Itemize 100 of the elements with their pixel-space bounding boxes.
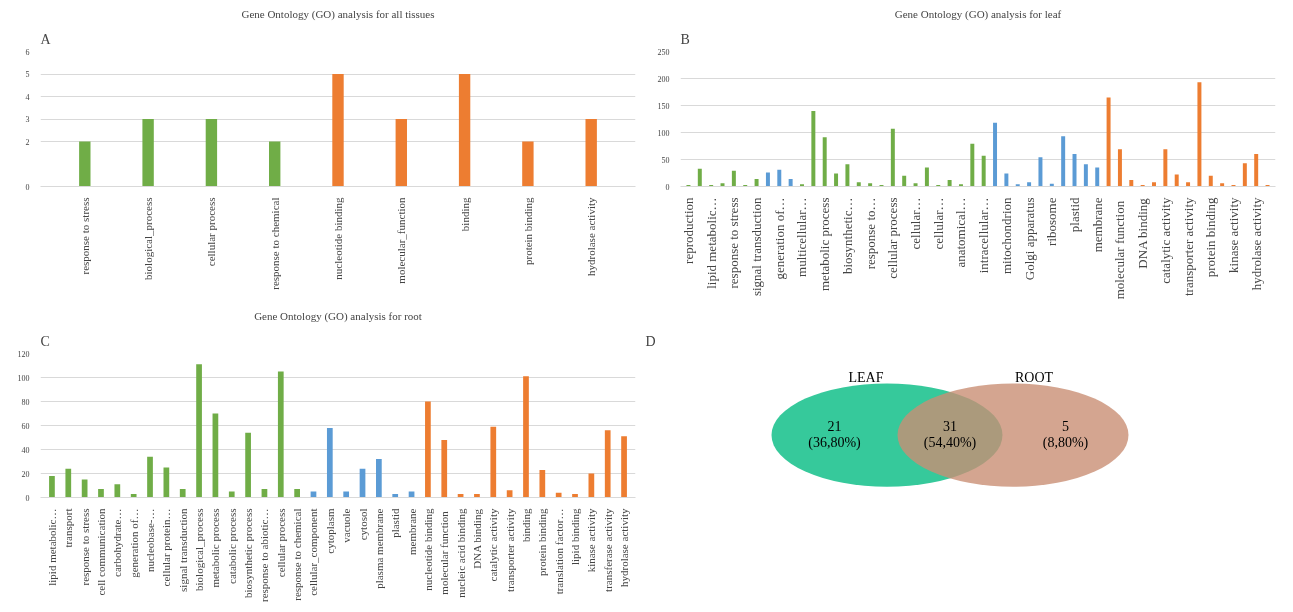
x-tick-label: binding [458,197,471,232]
data-label: 21 [827,418,842,434]
x-tick-label: response to stress [78,508,91,586]
x-tick-label: catabolic process [225,508,238,584]
x-tick-label: kinase activity [585,508,598,573]
text: C [40,333,50,349]
x-tick-label: hydrolase activity [618,508,631,587]
x-tick-label: lipid metabolic… [703,197,719,289]
x-tick-label: molecular function [1112,200,1128,300]
x-tick-label: plastid [389,508,402,538]
x-tick-label: protein binding [521,197,534,266]
x-tick-label: plasma membrane [372,508,385,589]
x-tick-label: biological_process [142,197,155,280]
y-tick-label: 120 [17,349,30,359]
x-tick-label: biological_process [193,508,206,591]
x-tick-label: cytoplasm [323,508,336,554]
data-label: 5 [1062,418,1069,434]
category-label: ROOT [1014,370,1054,385]
x-tick-label: protein binding [536,508,549,577]
y-tick-label: 200 [657,74,670,84]
x-tick-label: membrane [405,508,418,555]
y-tick-label: 20 [21,469,30,479]
x-tick-label: biosynthetic process [242,508,255,599]
x-tick-label: kinase activity [1225,197,1241,273]
y-tick-label: 150 [657,101,670,111]
x-tick-label: nucleobase-… [144,508,157,573]
y-tick-label: 6 [25,47,30,57]
text: (54,40%) [923,434,977,451]
x-tick-label: biosynthetic… [839,197,855,275]
y-tick-label: 250 [657,47,670,57]
x-tick-label: response to abiotic… [258,508,271,602]
y-tick-label: 60 [21,421,30,431]
x-tick-label: transport [62,508,75,548]
x-tick-label: response to chemical [291,508,304,601]
x-tick-label: cellular process [885,197,901,279]
y-tick-label: 50 [661,155,670,165]
y-tick-label: 100 [17,373,30,383]
x-tick-label: generation of… [771,197,787,280]
x-tick-label: lipid metabolic… [45,508,58,586]
text: B [680,31,690,47]
x-tick-label: intracellular… [976,197,992,274]
x-tick-label: response to stress [726,197,742,289]
x-tick-label: response to… [862,197,878,270]
y-tick-label: 3 [25,115,30,124]
x-tick-label: hydrolase activity [1248,197,1264,291]
x-tick-label: multicellular… [794,197,810,277]
x-tick-label: mitochondrion [998,197,1014,275]
y-tick-label: 4 [25,92,30,102]
x-tick-label: signal transduction [749,197,765,297]
x-tick-label: molecular_function [395,197,408,284]
text: (36,80%) [808,434,862,451]
y-tick-label: 80 [21,397,30,407]
x-tick-label: metabolic process [209,508,222,588]
x-tick-label: hydrolase activity [585,197,598,276]
x-tick-label: signal transduction [176,508,189,592]
x-tick-label: cellular process [205,197,218,267]
x-tick-label: anatomical… [953,197,969,268]
x-tick-label: reproduction [680,197,696,264]
y-tick-label: 40 [21,445,30,455]
y-tick-label: 2 [25,137,30,147]
chart-title: Gene Ontology (GO) analysis for root [254,309,422,323]
y-tick-label: 0 [25,182,30,192]
x-tick-label: translation factor… [552,508,565,595]
chart-title: Gene Ontology (GO) analysis for leaf [894,7,1062,21]
x-tick-label: carbohydrate… [111,508,124,577]
x-tick-label: generation of… [127,508,140,578]
chart-title: Gene Ontology (GO) analysis for all tissues [241,7,435,21]
x-tick-label: cellular… [930,197,946,250]
x-tick-label: cellular_component [307,508,320,596]
y-tick-label: 0 [25,493,30,503]
x-tick-label: lipid binding [569,508,582,566]
x-tick-label: cell communication [94,508,107,596]
x-tick-label: binding [519,508,532,543]
x-tick-label: transporter activity [1180,197,1196,297]
x-tick-label: cytosol [356,508,369,541]
text: D [645,333,656,349]
y-tick-label: 0 [665,182,670,192]
x-tick-label: membrane [1089,197,1105,253]
x-tick-label: metabolic process [817,197,833,291]
x-tick-label: protein binding [1203,197,1219,278]
x-tick-label: nucleotide binding [332,197,344,280]
x-tick-label: response to stress [78,197,91,275]
category-label: LEAF [848,370,884,385]
x-tick-label: transporter activity [503,508,516,592]
x-tick-label: nucleotide binding [421,508,434,591]
y-tick-label: 100 [657,128,670,138]
x-tick-label: plastid [1067,197,1083,233]
x-tick-label: nucleic acid binding [454,508,467,598]
text: A [40,31,52,47]
x-tick-label: cellular… [908,197,924,250]
x-tick-label: catalytic activity [1157,197,1173,284]
x-tick-label: vacuole [340,508,353,543]
x-tick-label: catalytic activity [487,508,500,582]
data-label: 31 [943,418,957,434]
x-tick-label: DNA binding [1135,197,1151,269]
x-tick-label: Golgi apparatus [1021,197,1037,281]
y-tick-label: 5 [25,70,30,79]
text: (8,80%) [1042,434,1089,451]
x-tick-label: response to chemical [268,197,281,290]
x-tick-label: DNA binding [470,508,483,569]
